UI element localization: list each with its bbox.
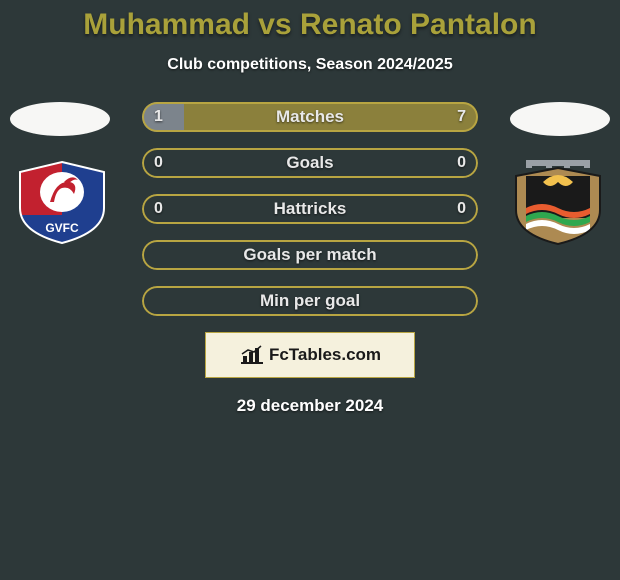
chart-icon <box>239 344 265 366</box>
page-title: Muhammad vs Renato Pantalon <box>0 0 620 42</box>
player-oval-left <box>10 102 110 136</box>
stat-label: Goals per match <box>142 240 478 270</box>
stat-label: Matches <box>142 102 478 132</box>
stat-row: 17Matches <box>142 102 478 132</box>
stat-row: Min per goal <box>142 286 478 316</box>
club-badge-right <box>508 160 608 245</box>
comparison-panel: GVFC 17Matches <box>0 102 620 416</box>
footer-logo: FcTables.com <box>205 332 415 378</box>
footer-date: 29 december 2024 <box>0 396 620 416</box>
stat-row: 00Hattricks <box>142 194 478 224</box>
stat-label: Min per goal <box>142 286 478 316</box>
player-oval-right <box>510 102 610 136</box>
stat-label: Goals <box>142 148 478 178</box>
subtitle: Club competitions, Season 2024/2025 <box>0 56 620 74</box>
footer-logo-text: FcTables.com <box>269 345 381 365</box>
stat-row: Goals per match <box>142 240 478 270</box>
club-badge-left: GVFC <box>12 160 112 245</box>
stat-bars: 17Matches 00Goals 00Hattricks Goals per mat… <box>142 102 478 316</box>
svg-text:GVFC: GVFC <box>45 221 79 235</box>
stat-row: 00Goals <box>142 148 478 178</box>
stat-label: Hattricks <box>142 194 478 224</box>
